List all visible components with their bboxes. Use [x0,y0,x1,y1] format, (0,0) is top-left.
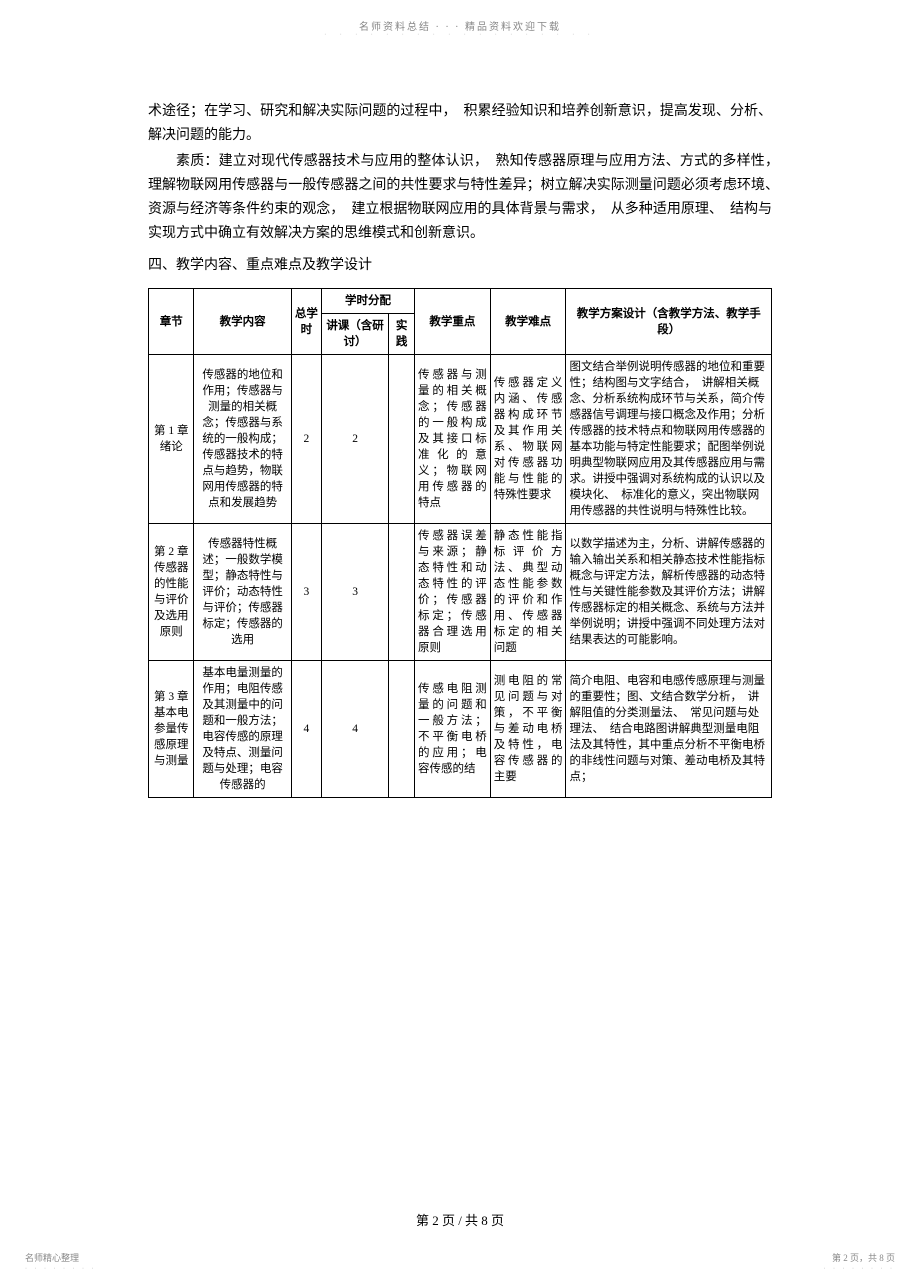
cell-diff: 静态性能指标评价方法、典型动态性能参数的评价和作用、传感器标定的相关问题 [490,524,566,661]
section-heading-4: 四、教学内容、重点难点及教学设计 [148,254,772,278]
cell-design: 简介电阻、电容和电感传感原理与测量的重要性；图、文结合数学分析， 讲解阻值的分类… [566,661,772,798]
th-chapter: 章节 [149,289,194,355]
cell-content: 传感器的地位和作用；传感器与测量的相关概念；传感器与系统的一般构成；传感器技术的… [194,355,291,524]
th-focus: 教学重点 [415,289,491,355]
cell-content: 基本电量测量的作用；电阻传感及其测量中的问题和一般方法；电容传感的原理及特点、测… [194,661,291,798]
cell-practice [389,524,415,661]
cell-focus: 传感器误差与来源；静态特性和动态特性的评价；传感器标定；传感器合理选用原则 [415,524,491,661]
paragraph-1: 术途径；在学习、研究和解决实际问题的过程中， 积累经验知识和培养创新意识，提高发… [148,100,772,148]
th-total: 总学时 [291,289,321,355]
footer-dots-right: · · · · · · · · [824,1266,895,1272]
th-lecture: 讲课（含研讨） [322,314,389,355]
cell-focus: 传感器与测量的相关概念；传感器的一般构成及其接口标准化的意义；物联网用传感器的特… [415,355,491,524]
cell-practice [389,661,415,798]
cell-total: 2 [291,355,321,524]
cell-diff: 测电阻的常见问题与对策，不平衡与差动电桥及特性，电容传感器的主要 [490,661,566,798]
paragraph-2: 素质：建立对现代传感器技术与应用的整体认识， 熟知传感器原理与应用方法、方式的多… [148,150,772,246]
cell-practice [389,355,415,524]
cell-chapter: 第 1 章 绪论 [149,355,194,524]
th-design: 教学方案设计（含教学方法、教学手段） [566,289,772,355]
cell-chapter: 第 3 章 基本电参量传感原理与测量 [149,661,194,798]
cell-design: 以数学描述为主，分析、讲解传感器的输入输出关系和相关静态技术性能指标概念与评定方… [566,524,772,661]
th-allocation: 学时分配 [322,289,415,314]
cell-content: 传感器特性概述；一般数学模型；静态特性与评价；动态特性与评价；传感器标定；传感器… [194,524,291,661]
header-row-1: 章节 教学内容 总学时 学时分配 教学重点 教学难点 教学方案设计（含教学方法、… [149,289,772,314]
cell-total: 4 [291,661,321,798]
footer-left: 名师精心整理 [25,1251,79,1264]
cell-diff: 传感器定义内涵、传感器构成环节及其作用关系、物联网对传感器功能与性能的特殊性要求 [490,355,566,524]
page-number: 第 2 页 / 共 8 页 [0,1210,920,1229]
cell-design: 图文结合举例说明传感器的地位和重要性；结构图与文字结合， 讲解相关概念、分析系统… [566,355,772,524]
footer-right: 第 2 页，共 8 页 [832,1251,895,1264]
th-practice: 实践 [389,314,415,355]
curriculum-table: 章节 教学内容 总学时 学时分配 教学重点 教学难点 教学方案设计（含教学方法、… [148,288,772,798]
footer-dots-left: · · · · · · · · [25,1266,96,1272]
header-dots: · · · · · · · · · · · · · · · · · · [0,32,920,38]
th-diff: 教学难点 [490,289,566,355]
cell-lecture: 3 [322,524,389,661]
table-row: 第 3 章 基本电参量传感原理与测量 基本电量测量的作用；电阻传感及其测量中的问… [149,661,772,798]
cell-focus: 传感电阻测量的问题和一般方法；不平衡电桥的应用；电容传感的结 [415,661,491,798]
cell-chapter: 第 2 章 传感器的性能与评价及选用原则 [149,524,194,661]
th-content: 教学内容 [194,289,291,355]
header-note: 名师资料总结 · · · 精品资料欢迎下载 [0,18,920,33]
table-row: 第 1 章 绪论 传感器的地位和作用；传感器与测量的相关概念；传感器与系统的一般… [149,355,772,524]
table-row: 第 2 章 传感器的性能与评价及选用原则 传感器特性概述；一般数学模型；静态特性… [149,524,772,661]
cell-total: 3 [291,524,321,661]
cell-lecture: 2 [322,355,389,524]
cell-lecture: 4 [322,661,389,798]
main-content: 术途径；在学习、研究和解决实际问题的过程中， 积累经验知识和培养创新意识，提高发… [148,100,772,798]
